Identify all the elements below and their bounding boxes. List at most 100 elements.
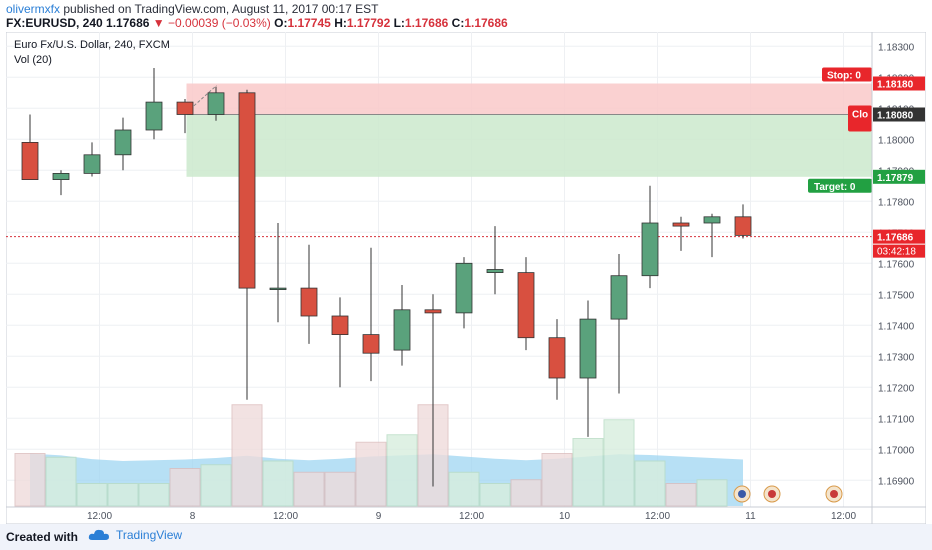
candle-body (52, 172, 70, 180)
volume-bar (262, 460, 294, 507)
price-change: −0.00039 (−0.03%) (168, 16, 271, 30)
x-tick-label: 12:00 (459, 511, 484, 522)
candle (207, 86, 225, 121)
candle (331, 297, 349, 388)
candle-body (579, 318, 597, 379)
x-tick-label: 12:00 (831, 511, 856, 522)
take-profit-zone (186, 114, 872, 177)
event-flag-dot (768, 490, 776, 498)
candle (703, 213, 721, 258)
low-value: 1.17686 (404, 16, 449, 30)
volume-bar (665, 483, 697, 507)
volume-bar (231, 404, 263, 507)
volume-bar (572, 438, 604, 507)
volume-bar (448, 471, 480, 507)
open-label: O: (274, 16, 288, 30)
price-tag-text: 1.18180 (877, 80, 914, 91)
candle-body (486, 269, 504, 273)
price-tag-text: 1.17686 (877, 233, 914, 244)
position-zones: Stop: 0 Clo Target: 0 (6, 67, 872, 238)
open-value: 1.17745 (287, 16, 331, 30)
price-tag-bg (873, 76, 925, 91)
y-tick-label: 1.17000 (878, 445, 915, 456)
candle (641, 185, 659, 289)
candle-body (641, 222, 659, 277)
price-tag-bg (873, 229, 925, 244)
price-tag: 1.17686 (873, 229, 925, 244)
candle (362, 247, 380, 382)
candle-body (300, 287, 318, 317)
x-tick-label: 12:00 (645, 511, 670, 522)
chart-area[interactable]: Stop: 0 Clo Target: 0 1.183001.182001.1810… (5, 31, 927, 525)
time-axis: 12:00 8 12:00 9 12:00 10 12:00 11 12:00 (6, 506, 926, 522)
candlestick-chart[interactable]: Stop: 0 Clo Target: 0 1.183001.182001.1810… (5, 31, 927, 525)
countdown-text: 03:42:18 (877, 247, 916, 258)
chart-title: Euro Fx/U.S. Dollar, 240, FXCM (14, 39, 170, 51)
candle-body (517, 272, 535, 339)
x-tick-label: 8 (190, 511, 196, 522)
author-link[interactable]: olivermxfx (6, 2, 61, 16)
countdown-tag: 03:42:18 (873, 244, 925, 258)
target-label: Target: 0 (808, 178, 872, 193)
candle-body (610, 275, 628, 320)
candle (579, 300, 597, 437)
candles (21, 68, 843, 503)
high-label: H: (334, 16, 347, 30)
footer: Created with TradingView (0, 524, 932, 550)
volume-bar (541, 453, 573, 507)
published-text: published on TradingView.com, August 11,… (60, 2, 379, 16)
close-label-bg (848, 105, 872, 132)
countdown-bg (873, 244, 925, 258)
candle (672, 216, 690, 251)
y-tick-label: 1.17800 (878, 197, 915, 208)
publish-line: olivermxfx published on TradingView.com,… (6, 2, 378, 16)
price-tag-text: 1.18080 (877, 111, 914, 122)
volume-bar (696, 479, 728, 507)
volume-bar (479, 483, 511, 507)
candle (114, 117, 132, 171)
candle (176, 99, 194, 134)
candle-body (362, 334, 380, 354)
x-tick-label: 10 (559, 511, 571, 522)
stop-label-bg (822, 67, 872, 82)
tradingview-brand[interactable]: TradingView (88, 528, 182, 542)
volume-bar (386, 434, 418, 507)
candle (610, 254, 628, 394)
tradingview-link[interactable]: TradingView (116, 528, 183, 542)
high-value: 1.17792 (346, 16, 391, 30)
candle-body (548, 337, 566, 379)
volume-bar (14, 453, 46, 507)
low-label: L: (393, 16, 405, 30)
candle (145, 68, 163, 140)
chart-header: olivermxfx published on TradingView.com,… (0, 0, 932, 32)
y-tick-label: 1.17500 (878, 290, 915, 301)
volume-bar (324, 471, 356, 507)
event-flag-dot (738, 490, 746, 498)
candle (238, 89, 256, 400)
target-label-bg (808, 178, 872, 193)
price-tag-bg (873, 169, 925, 184)
volume-indicator-label: Vol (20) (14, 54, 52, 66)
price-tag-text: 1.17879 (877, 173, 914, 184)
created-with-label: Created with (6, 530, 79, 544)
volume-bar (603, 419, 635, 507)
candle-body (21, 142, 39, 181)
candle (393, 285, 411, 366)
volume-bar (169, 468, 201, 507)
y-tick-label: 1.18000 (878, 135, 915, 146)
candle (486, 226, 504, 295)
ohlc-line: FX:EURUSD, 240 1.17686 ▼ −0.00039 (−0.03… (6, 16, 508, 30)
stop-label-text: Stop: 0 (827, 71, 861, 82)
candle-body (145, 101, 163, 131)
target-label-text: Target: 0 (814, 182, 856, 193)
candle-body (331, 315, 349, 336)
y-tick-label: 1.18300 (878, 42, 915, 53)
candle (300, 244, 318, 344)
event-flag-icon (825, 485, 843, 503)
last-price: 1.17686 (106, 16, 150, 30)
close-label-text: Clo (852, 110, 868, 121)
y-tick-label: 1.17600 (878, 259, 915, 270)
price-tag: 1.18080 (873, 107, 925, 122)
event-flag-dot (830, 490, 838, 498)
close-value: 1.17686 (464, 16, 508, 30)
